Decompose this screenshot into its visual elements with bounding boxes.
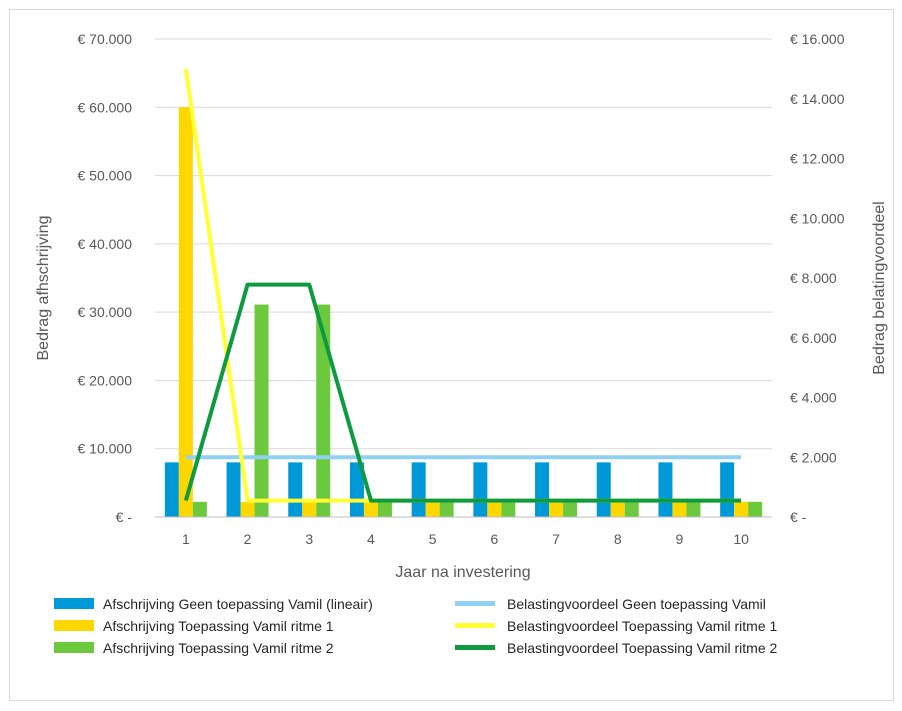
x-tick-label: 9 (676, 531, 684, 547)
bar (734, 501, 749, 517)
bar (624, 501, 639, 517)
legend-swatch (455, 645, 495, 650)
y2-tick-label: € 6.000 (790, 330, 837, 346)
bar (164, 462, 179, 517)
y2-axis-ticks: € - € 2.000 € 4.000 € 6.000 € 8.000 € 10.000 €… (790, 31, 845, 525)
x-tick-label: 10 (733, 531, 749, 547)
bar (425, 501, 440, 517)
x-axis-ticks: 1 2 3 4 5 6 7 8 9 10 (182, 531, 749, 547)
chart-frame: € - € 10.000 € 20.000 € 30.000 € 40.000 € 50.… (9, 9, 894, 701)
bar (563, 501, 578, 517)
x-tick-label: 8 (614, 531, 622, 547)
y-axis-title: Bedrag afhschrijving (35, 216, 52, 361)
legend-label: Belastingvoordeel Geen toepassing Vamil (507, 596, 766, 612)
bar (411, 462, 426, 517)
legend-swatch (54, 598, 94, 609)
bar (473, 462, 488, 517)
y-tick-label: € 70.000 (78, 31, 133, 47)
bar (192, 501, 207, 517)
y-tick-label: € 20.000 (78, 372, 133, 388)
x-tick-label: 6 (490, 531, 498, 547)
legend-label: Afschrijving Toepassing Vamil ritme 1 (103, 618, 334, 634)
bar (349, 462, 364, 517)
y-tick-label: € 60.000 (78, 99, 133, 115)
y2-tick-label: € - (790, 509, 807, 525)
bar (501, 501, 516, 517)
series-line (183, 282, 742, 503)
bar (363, 501, 378, 517)
y2-tick-label: € 10.000 (790, 210, 845, 226)
bar (254, 304, 269, 517)
bar (316, 304, 331, 517)
legend-swatch (54, 620, 94, 631)
y-tick-label: € 30.000 (78, 304, 133, 320)
chart: € - € 10.000 € 20.000 € 30.000 € 40.000 € 50.… (35, 31, 888, 656)
bar (672, 501, 687, 517)
y2-axis-title: Bedrag belatingvoordeel (871, 201, 888, 374)
y-tick-label: € - (116, 509, 133, 525)
y2-tick-label: € 2.000 (790, 449, 837, 465)
bar (226, 462, 241, 517)
bar (288, 462, 303, 517)
bar (549, 501, 564, 517)
y2-tick-label: € 8.000 (790, 270, 837, 286)
bar (610, 501, 625, 517)
legend-label: Belastingvoordeel Toepassing Vamil ritme… (507, 618, 778, 634)
bar (720, 462, 735, 517)
bar (240, 501, 255, 517)
bars (164, 107, 763, 518)
bar (658, 462, 673, 517)
x-tick-label: 5 (429, 531, 437, 547)
bar (487, 501, 502, 517)
y2-tick-label: € 16.000 (790, 31, 845, 47)
y2-tick-label: € 4.000 (790, 390, 837, 406)
x-tick-label: 1 (182, 531, 190, 547)
bar (302, 501, 317, 517)
bar (596, 462, 611, 517)
bar (748, 501, 763, 517)
x-tick-label: 7 (552, 531, 560, 547)
y2-tick-label: € 14.000 (790, 91, 845, 107)
bar (535, 462, 550, 517)
y-tick-label: € 10.000 (78, 441, 133, 457)
legend-label: Afschrijving Toepassing Vamil ritme 2 (103, 640, 334, 656)
legend-label: Afschrijving Geen toepassing Vamil (line… (103, 596, 373, 612)
legend-label: Belastingvoordeel Toepassing Vamil ritme… (507, 640, 778, 656)
bar (439, 501, 454, 517)
bar (377, 501, 392, 517)
lines (183, 68, 742, 503)
legend: Afschrijving Geen toepassing Vamil (line… (54, 596, 778, 656)
legend-swatch (455, 623, 495, 628)
bar (686, 501, 701, 517)
legend-swatch (54, 642, 94, 653)
y-tick-label: € 50.000 (78, 168, 133, 184)
x-axis-title: Jaar na investering (395, 564, 530, 581)
legend-swatch (455, 601, 495, 606)
gridlines (155, 38, 772, 450)
x-tick-label: 4 (367, 531, 375, 547)
y-tick-label: € 40.000 (78, 236, 133, 252)
y2-tick-label: € 12.000 (790, 151, 845, 167)
y-axis-ticks: € - € 10.000 € 20.000 € 30.000 € 40.000 € 50.… (78, 31, 133, 525)
x-tick-label: 3 (305, 531, 313, 547)
x-tick-label: 2 (244, 531, 252, 547)
bar (178, 107, 193, 518)
